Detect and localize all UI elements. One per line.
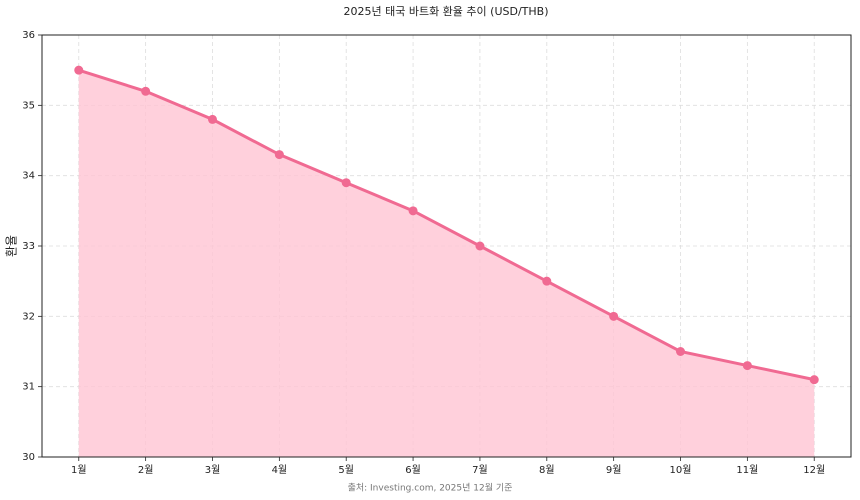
y-tick-label: 30	[22, 452, 35, 463]
point	[74, 65, 84, 75]
x-tick-label: 11월	[736, 464, 758, 476]
y-tick-label: 36	[22, 30, 35, 41]
source-note: 출처: Investing.com, 2025년 12월 기준	[348, 482, 513, 494]
chart-title: 2025년 태국 바트화 환율 추이 (USD/THB)	[343, 5, 548, 18]
point	[676, 347, 686, 356]
x-tick-label: 10월	[670, 464, 692, 476]
y-tick-label: 33	[22, 241, 35, 252]
x-tick-label: 9월	[606, 464, 622, 476]
area	[78, 70, 815, 458]
y-tick-label: 35	[22, 100, 35, 111]
point	[408, 206, 418, 216]
y-tick-label: 34	[22, 171, 35, 182]
x-tick-label: 12월	[803, 464, 825, 476]
point	[274, 150, 284, 160]
x-tick-label: 5월	[338, 464, 354, 476]
x-tick-label: 2월	[138, 464, 154, 476]
point	[341, 178, 351, 188]
y-axis-label: 환율	[5, 235, 19, 257]
x-tick-label: 6월	[405, 464, 421, 476]
point	[475, 241, 485, 251]
y-tick-label: 31	[22, 382, 35, 393]
point	[141, 86, 151, 96]
x-tick-label: 4월	[272, 464, 288, 476]
x-tick-label: 7월	[472, 464, 488, 476]
line	[78, 68, 815, 382]
x-tick-label: 8월	[539, 464, 555, 476]
point	[809, 375, 819, 385]
y-tick-label: 32	[22, 311, 35, 322]
x-tick-label: 1월	[71, 464, 87, 476]
point	[609, 311, 619, 321]
point	[207, 114, 217, 124]
point	[742, 361, 752, 371]
x-tick-label: 3월	[205, 464, 221, 476]
plot-frame	[41, 34, 852, 458]
point	[542, 276, 552, 286]
